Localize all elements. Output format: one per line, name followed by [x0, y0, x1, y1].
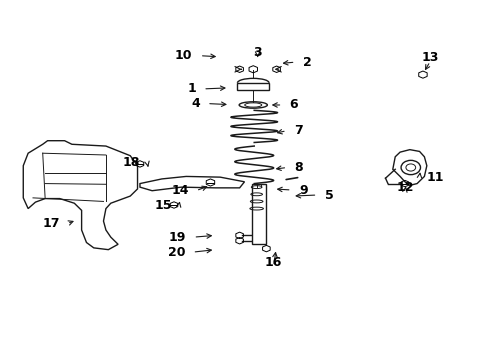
Text: 2: 2: [302, 55, 311, 69]
Text: 20: 20: [167, 246, 185, 258]
Text: 17: 17: [42, 217, 60, 230]
Text: 3: 3: [253, 46, 262, 59]
Text: 4: 4: [191, 97, 200, 110]
Text: 7: 7: [293, 124, 302, 137]
Text: 11: 11: [426, 171, 444, 184]
Bar: [237, 83, 268, 90]
Text: 19: 19: [168, 231, 186, 244]
Text: 8: 8: [294, 161, 303, 174]
Text: 13: 13: [421, 51, 438, 64]
Text: 6: 6: [289, 99, 298, 112]
Text: 5: 5: [324, 189, 333, 202]
Text: 12: 12: [395, 181, 413, 194]
Text: 15: 15: [154, 199, 171, 212]
Text: 10: 10: [175, 49, 192, 62]
Text: 14: 14: [171, 184, 188, 197]
Text: 9: 9: [298, 184, 307, 197]
Bar: [251, 184, 266, 244]
Text: 16: 16: [264, 256, 282, 269]
Text: 18: 18: [122, 156, 140, 169]
Text: 1: 1: [187, 82, 196, 95]
